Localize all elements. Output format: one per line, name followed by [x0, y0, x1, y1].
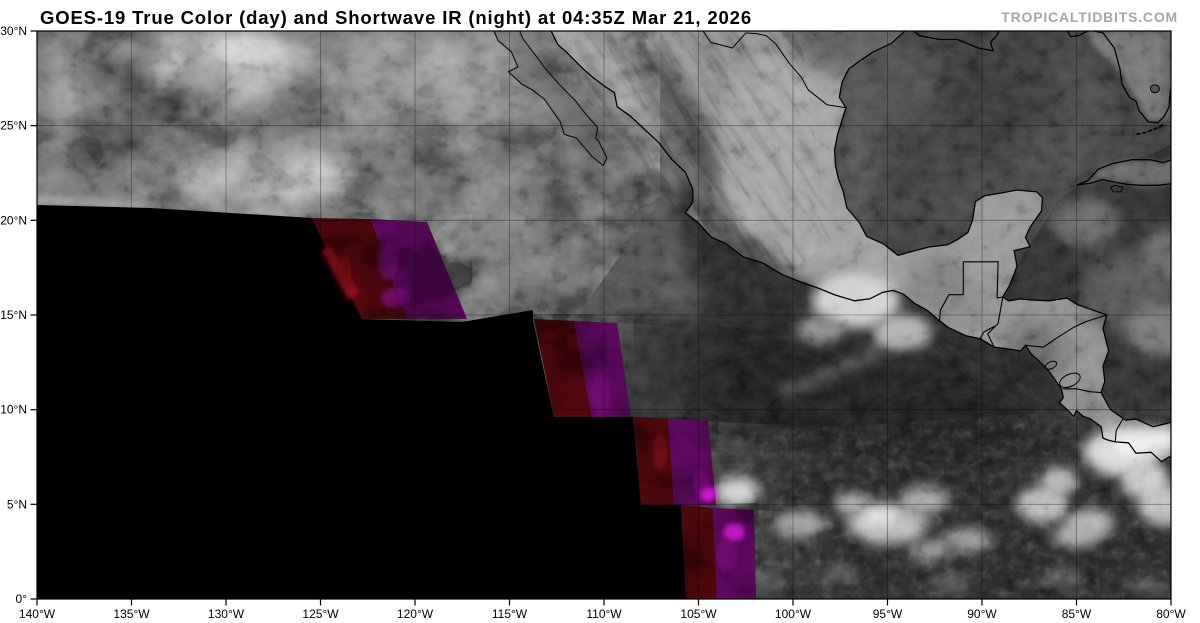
svg-text:25°N: 25°N: [0, 119, 27, 133]
svg-text:110°W: 110°W: [586, 607, 622, 621]
svg-text:140°W: 140°W: [19, 607, 56, 621]
svg-text:30°N: 30°N: [0, 24, 27, 38]
svg-text:105°W: 105°W: [680, 607, 717, 621]
svg-text:120°W: 120°W: [397, 607, 434, 621]
svg-text:125°W: 125°W: [302, 607, 339, 621]
svg-text:90°W: 90°W: [967, 607, 997, 621]
svg-text:130°W: 130°W: [208, 607, 245, 621]
svg-text:85°W: 85°W: [1062, 607, 1092, 621]
svg-text:80°W: 80°W: [1156, 607, 1186, 621]
svg-text:10°N: 10°N: [0, 403, 27, 417]
svg-text:TROPICALTIDBITS.COM: TROPICALTIDBITS.COM: [1001, 9, 1178, 25]
svg-text:135°W: 135°W: [113, 607, 150, 621]
svg-text:GOES-19 True Color (day) and S: GOES-19 True Color (day) and Shortwave I…: [40, 7, 752, 28]
svg-text:20°N: 20°N: [0, 213, 27, 227]
svg-text:15°N: 15°N: [0, 308, 27, 322]
svg-text:95°W: 95°W: [873, 607, 903, 621]
svg-text:115°W: 115°W: [492, 607, 528, 621]
svg-text:5°N: 5°N: [7, 497, 27, 511]
svg-text:0°: 0°: [16, 592, 28, 606]
svg-text:100°W: 100°W: [775, 607, 812, 621]
